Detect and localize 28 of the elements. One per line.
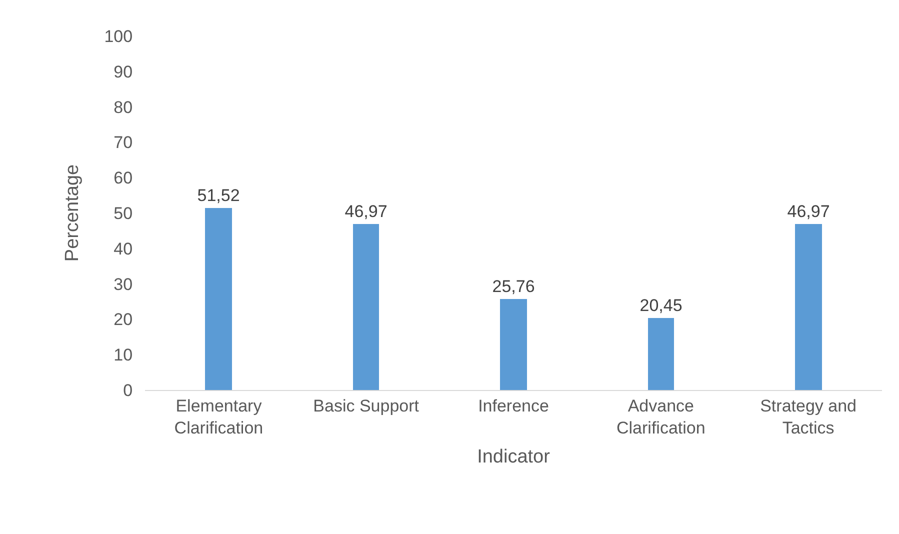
y-tick-label: 10 [114,346,133,365]
data-label: 51,52 [197,186,240,205]
y-axis-title: Percentage [62,164,84,262]
y-tick-label: 20 [114,310,133,330]
data-label: 25,76 [492,277,535,296]
x-tick-label: Basic Support [313,396,420,416]
x-tick-label: Elementary Clarification [174,396,264,438]
y-tick-label: 60 [114,168,133,188]
y-tick-label: 30 [114,274,133,294]
x-tick-label: Inference [478,396,549,416]
y-tick-label: 70 [114,133,133,152]
y-tick-label: 0 [123,380,133,400]
y-tick-label: 90 [114,62,133,82]
x-axis-title: Indicator [477,446,551,468]
data-label: 46,97 [344,202,388,221]
bar [500,299,527,390]
y-tick-label: 50 [114,204,133,223]
y-tick-label: 40 [114,239,133,258]
bar [205,208,232,390]
x-tick-label: Strategy and Tactics [760,396,857,438]
data-label: 46,97 [787,202,830,221]
y-tick-label: 100 [104,26,133,46]
y-tick-label: 80 [114,98,133,117]
bar [795,224,822,390]
x-tick-label: Advance Clarification [616,396,706,438]
bar [648,318,674,390]
data-label: 20,45 [640,296,682,315]
bar [353,224,379,390]
